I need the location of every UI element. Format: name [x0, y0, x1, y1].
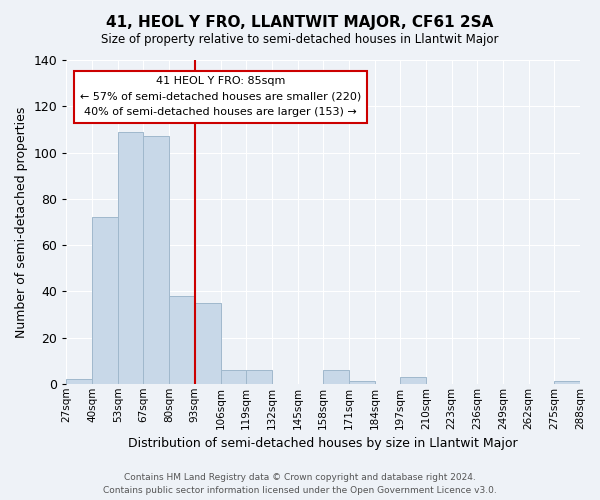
- Bar: [323, 370, 349, 384]
- Text: Contains HM Land Registry data © Crown copyright and database right 2024.
Contai: Contains HM Land Registry data © Crown c…: [103, 474, 497, 495]
- Bar: [92, 218, 118, 384]
- Bar: [67, 379, 92, 384]
- Bar: [400, 377, 426, 384]
- Bar: [349, 382, 374, 384]
- Text: 41 HEOL Y FRO: 85sqm
← 57% of semi-detached houses are smaller (220)
40% of semi: 41 HEOL Y FRO: 85sqm ← 57% of semi-detac…: [80, 76, 361, 118]
- Bar: [195, 303, 221, 384]
- Bar: [143, 136, 169, 384]
- X-axis label: Distribution of semi-detached houses by size in Llantwit Major: Distribution of semi-detached houses by …: [128, 437, 518, 450]
- Bar: [169, 296, 195, 384]
- Text: 41, HEOL Y FRO, LLANTWIT MAJOR, CF61 2SA: 41, HEOL Y FRO, LLANTWIT MAJOR, CF61 2SA: [106, 15, 494, 30]
- Bar: [554, 382, 580, 384]
- Bar: [221, 370, 246, 384]
- Text: Size of property relative to semi-detached houses in Llantwit Major: Size of property relative to semi-detach…: [101, 32, 499, 46]
- Bar: [118, 132, 143, 384]
- Y-axis label: Number of semi-detached properties: Number of semi-detached properties: [15, 106, 28, 338]
- Bar: [246, 370, 272, 384]
